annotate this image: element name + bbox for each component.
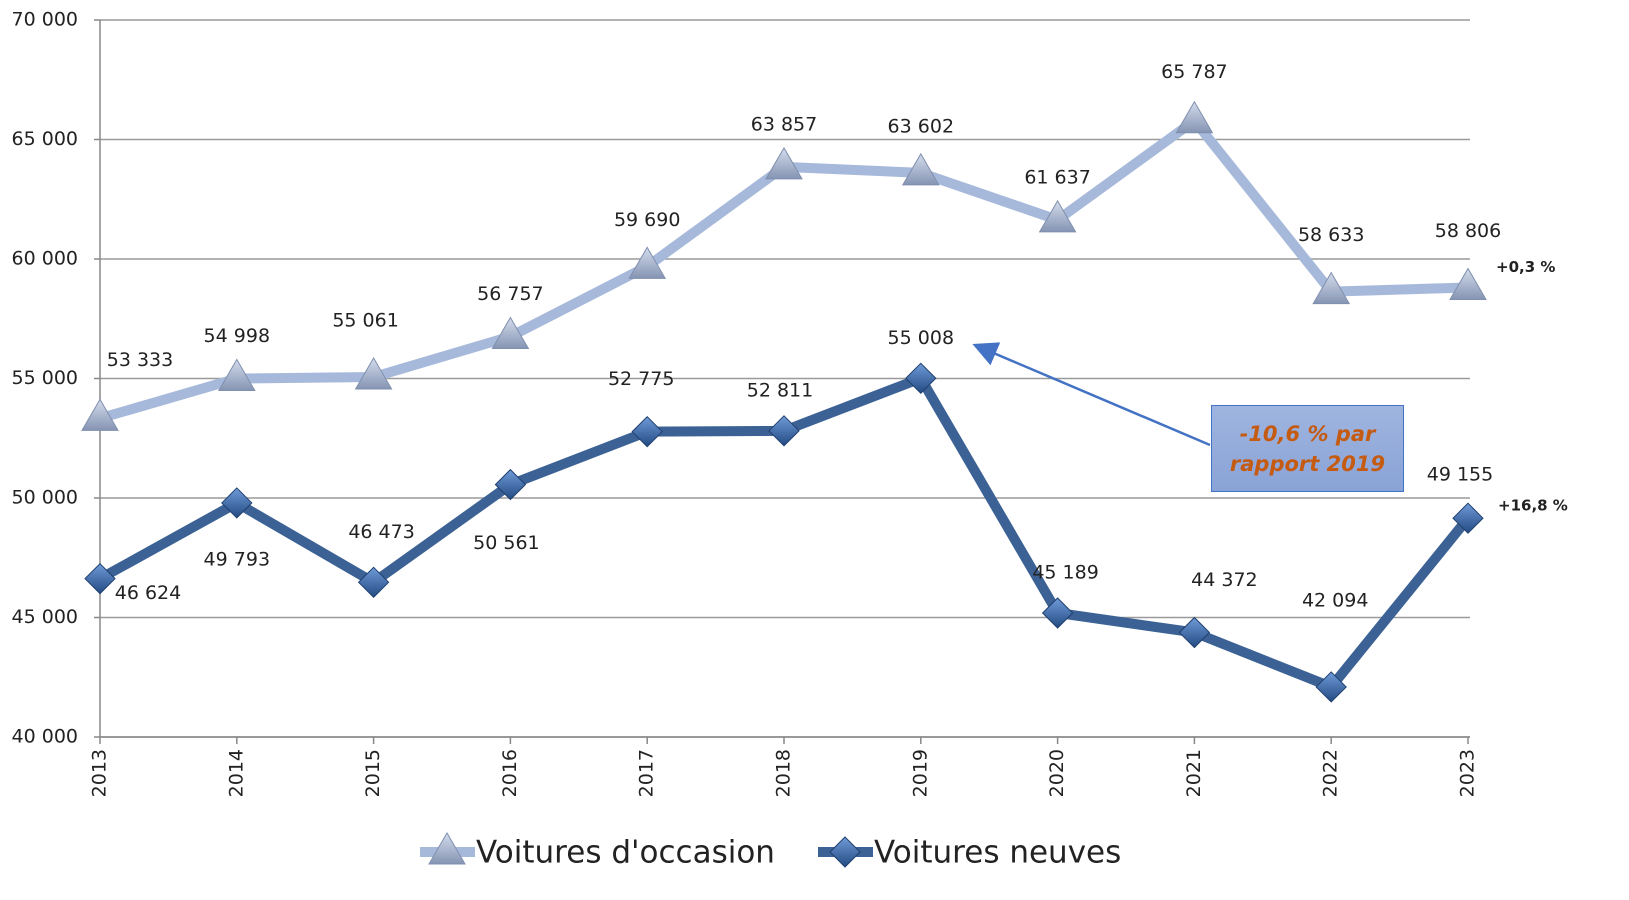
marker-triangle xyxy=(354,357,393,390)
data-label: 45 189 xyxy=(1032,561,1098,583)
x-tick-label: 2013 xyxy=(89,749,111,797)
marker-triangle xyxy=(765,146,803,180)
marker-triangle xyxy=(1038,199,1077,233)
data-label: 59 690 xyxy=(614,209,680,231)
data-label: 49 155 xyxy=(1427,464,1493,486)
annotation-box: -10,6 % par rapport 2019 xyxy=(1211,405,1404,492)
data-label: 50 561 xyxy=(473,532,539,554)
marker-diamond xyxy=(357,566,390,599)
y-tick-label: 60 000 xyxy=(12,248,78,270)
y-tick-label: 65 000 xyxy=(12,128,78,150)
y-tick-label: 55 000 xyxy=(12,367,78,389)
x-tick-label: 2014 xyxy=(225,749,247,797)
marker-diamond xyxy=(1315,671,1347,703)
marker-triangle xyxy=(428,832,466,865)
marker-triangle xyxy=(1312,271,1351,305)
legend-label: Voitures neuves xyxy=(874,835,1121,871)
data-label: 52 775 xyxy=(608,368,674,390)
marker-triangle xyxy=(1175,100,1214,134)
x-tick-label: 2023 xyxy=(1457,749,1479,797)
y-tick-label: 45 000 xyxy=(12,606,78,628)
data-label: 54 998 xyxy=(204,325,270,347)
x-tick-label: 2018 xyxy=(773,749,795,797)
data-label: 65 787 xyxy=(1161,61,1227,83)
x-tick-label: 2016 xyxy=(499,749,521,797)
data-label: 49 793 xyxy=(204,548,270,570)
y-tick-label: 40 000 xyxy=(12,726,78,748)
legend-item: Voitures neuves xyxy=(818,835,1121,871)
marker-diamond xyxy=(768,415,800,447)
legend-item: Voitures d'occasion xyxy=(420,832,775,871)
marker-diamond xyxy=(494,468,527,501)
marker-diamond xyxy=(905,362,937,395)
marker-diamond xyxy=(1178,616,1211,649)
data-label: 63 857 xyxy=(751,113,817,135)
x-tick-label: 2020 xyxy=(1046,749,1068,797)
x-tick-label: 2021 xyxy=(1183,749,1205,797)
y-tick-label: 70 000 xyxy=(12,9,78,31)
data-label: 46 473 xyxy=(348,521,414,543)
marker-diamond xyxy=(631,415,663,448)
data-label: 58 806 xyxy=(1435,220,1501,242)
legend-label: Voitures d'occasion xyxy=(476,835,775,871)
x-tick-label: 2017 xyxy=(636,749,658,797)
data-label: 56 757 xyxy=(477,283,543,305)
marker-diamond xyxy=(84,562,116,595)
annotation: +16,8 % xyxy=(1498,497,1568,515)
data-label: 53 333 xyxy=(107,349,173,371)
y-tick-label: 50 000 xyxy=(12,487,78,509)
data-label: 58 633 xyxy=(1298,224,1364,246)
marker-triangle xyxy=(81,398,119,431)
data-label: 63 602 xyxy=(888,115,954,137)
marker-diamond xyxy=(829,836,861,868)
marker-diamond xyxy=(1041,597,1074,629)
marker-triangle xyxy=(1449,267,1487,301)
marker-diamond xyxy=(221,487,253,519)
annotation: +0,3 % xyxy=(1496,258,1555,276)
data-label: 55 008 xyxy=(888,327,954,349)
marker-triangle xyxy=(901,152,940,186)
x-tick-label: 2019 xyxy=(909,749,931,797)
data-label: 61 637 xyxy=(1024,166,1090,188)
data-label: 44 372 xyxy=(1191,569,1257,591)
x-tick-label: 2015 xyxy=(362,749,384,797)
marker-diamond xyxy=(1452,502,1484,534)
annotation-arrow xyxy=(972,342,1211,447)
marker-triangle xyxy=(628,246,667,279)
marker-triangle xyxy=(491,316,530,350)
data-label: 42 094 xyxy=(1302,589,1368,611)
data-label: 46 624 xyxy=(115,582,181,604)
data-label: 52 811 xyxy=(747,379,813,401)
data-label: 55 061 xyxy=(332,310,398,332)
marker-triangle xyxy=(217,358,256,392)
x-tick-label: 2022 xyxy=(1320,749,1342,797)
